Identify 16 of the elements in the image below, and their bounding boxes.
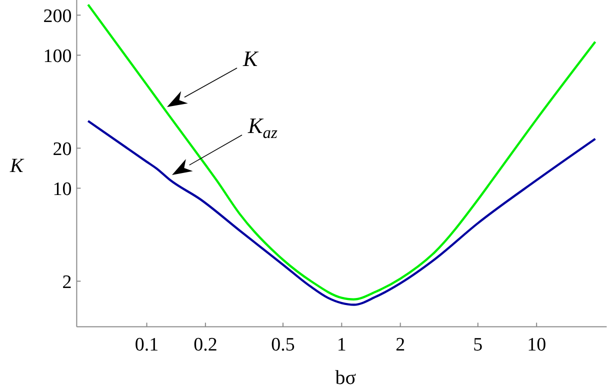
x-tick-label: 1 xyxy=(336,334,346,356)
annotation: K$_{az}$ xyxy=(247,113,278,142)
x-tick-label: 0.1 xyxy=(134,334,159,356)
y-tick-label: 20 xyxy=(52,138,72,160)
y-tick-label: 200 xyxy=(43,6,72,27)
x-axis-title: bσ xyxy=(335,367,356,389)
y-tick-label: 10 xyxy=(52,178,72,200)
annotation: K xyxy=(242,46,259,71)
y-tick-label: 100 xyxy=(43,46,72,67)
x-tick-label: 10 xyxy=(527,334,546,356)
x-tick-label: 5 xyxy=(473,334,483,356)
y-tick-label: 2 xyxy=(62,272,72,293)
x-tick-label: 0.5 xyxy=(271,334,295,356)
x-tick-label: 0.2 xyxy=(194,334,218,356)
x-tick-label: 2 xyxy=(396,334,406,356)
y-axis-title: K xyxy=(9,155,25,177)
